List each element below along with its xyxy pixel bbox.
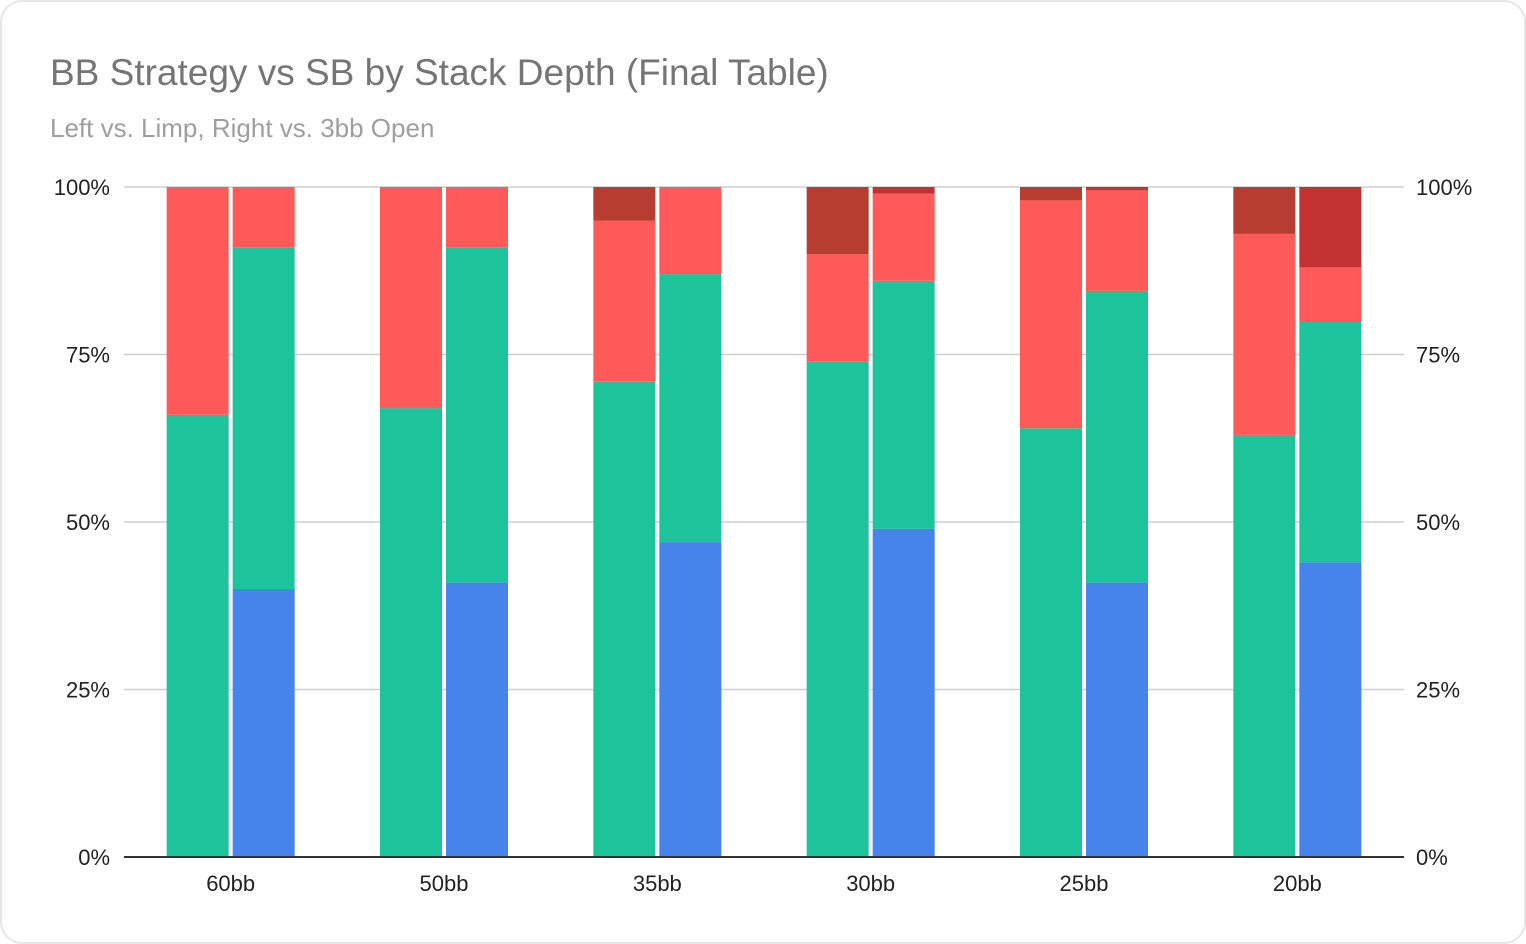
bar-segment-right-2 xyxy=(659,274,722,543)
bar-segment-right-4 xyxy=(1299,187,1362,268)
bar-segment-right-1 xyxy=(1086,582,1148,857)
bar-segment-left-2 xyxy=(1233,233,1296,435)
bar-segment-left-1 xyxy=(166,414,229,857)
bar-segment-right-3 xyxy=(232,187,295,248)
chart-title: BB Strategy vs SB by Stack Depth (Final … xyxy=(50,52,829,93)
chart-subtitle: Left vs. Limp, Right vs. 3bb Open xyxy=(50,113,435,143)
bar-segment-right-3 xyxy=(1299,267,1362,321)
x-tick-label: 30bb xyxy=(846,871,895,896)
bar-segment-right-1 xyxy=(872,528,935,857)
gridlines xyxy=(124,186,1404,691)
y2-tick-label: 25% xyxy=(1416,678,1460,703)
y2-tick-label: 50% xyxy=(1416,510,1460,535)
bar-segment-right-2 xyxy=(1299,321,1362,563)
bar-segment-left-1 xyxy=(1233,434,1296,857)
y-tick-label: 50% xyxy=(66,510,110,535)
bar-segment-right-1 xyxy=(446,582,508,857)
y-tick-label: 100% xyxy=(54,175,110,200)
x-tick-label: 35bb xyxy=(633,871,682,896)
x-tick-label: 25bb xyxy=(1060,871,1109,896)
bar-segment-left-2 xyxy=(1020,200,1082,429)
bar-segment-left-2 xyxy=(166,187,229,415)
bar-segment-right-1 xyxy=(232,589,295,857)
bar-segment-left-2 xyxy=(593,220,656,382)
bar-segment-right-1 xyxy=(1299,562,1362,857)
x-tick-label: 50bb xyxy=(420,871,469,896)
bar-segment-left-3 xyxy=(1233,187,1296,234)
bar-segment-left-1 xyxy=(593,381,656,857)
bar-segment-left-1 xyxy=(1020,428,1082,857)
bar-segment-left-2 xyxy=(380,187,442,409)
bar-segment-right-1 xyxy=(659,542,722,857)
y2-tick-label: 75% xyxy=(1416,343,1460,368)
bar-segment-left-1 xyxy=(380,408,442,857)
bar-segment-left-3 xyxy=(1020,187,1082,201)
y2-tick-label: 0% xyxy=(1416,845,1448,870)
y2-tick-label: 100% xyxy=(1416,175,1472,200)
bar-segment-right-3 xyxy=(872,193,935,281)
bar-segment-right-3 xyxy=(659,187,722,275)
bar-segment-right-2 xyxy=(872,280,935,529)
bar-segment-right-2 xyxy=(232,247,295,590)
bar-segment-right-2 xyxy=(1086,290,1148,583)
bar-segment-right-2 xyxy=(446,247,508,583)
y-tick-label: 25% xyxy=(66,678,110,703)
x-tick-label: 20bb xyxy=(1273,871,1322,896)
y-tick-label: 0% xyxy=(78,845,110,870)
bar-segment-left-2 xyxy=(806,254,869,362)
bar-segment-right-3 xyxy=(446,187,508,248)
bar-segment-left-3 xyxy=(593,187,656,221)
tick-labels: 0% 25% 50% 75% 100% 0% 25% 50% 75% 100% 60bb 50bb 35… xyxy=(54,175,1473,896)
x-tick-label: 60bb xyxy=(206,871,255,896)
bars xyxy=(166,187,1362,857)
bar-segment-right-3 xyxy=(1086,190,1148,291)
bar-segment-left-1 xyxy=(806,361,869,857)
bar-segment-right-4 xyxy=(872,187,935,194)
bar-segment-left-3 xyxy=(806,187,869,254)
y-tick-label: 75% xyxy=(66,343,110,368)
bar-segment-right-4 xyxy=(1086,187,1148,191)
